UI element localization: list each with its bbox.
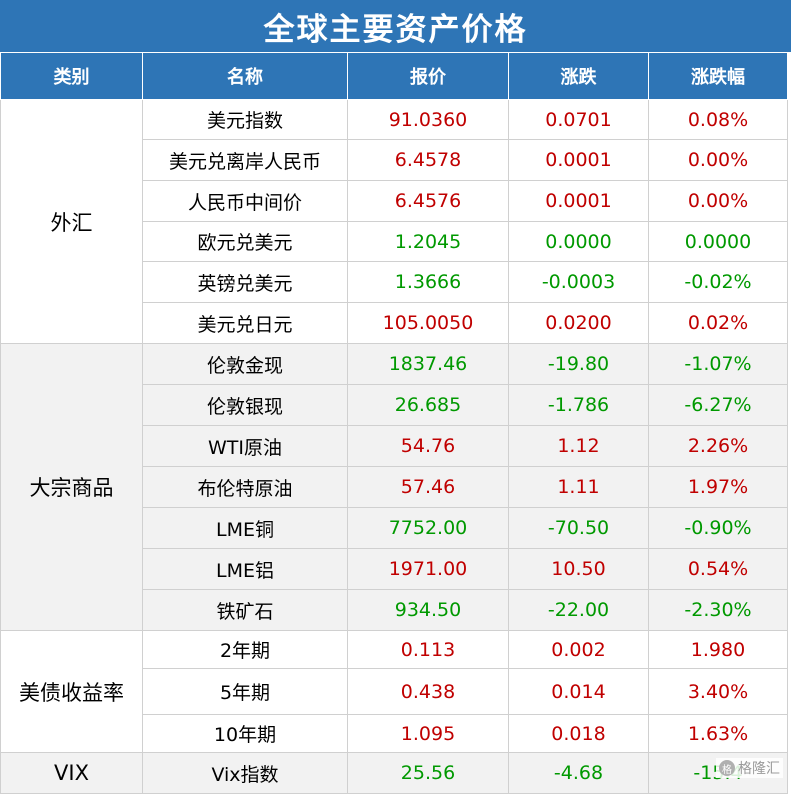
table-header-row: 类别 名称 报价 涨跌 涨跌幅 <box>1 53 788 100</box>
change-percent-cell: 1.980 <box>649 631 788 669</box>
price-cell: 934.50 <box>348 590 509 631</box>
change-cell: -70.50 <box>509 508 649 549</box>
price-cell: 26.685 <box>348 385 509 426</box>
name-cell: 伦敦银现 <box>143 385 348 426</box>
change-percent-cell: 2.26% <box>649 426 788 467</box>
category-cell: 外汇 <box>1 100 143 344</box>
price-cell: 1.3666 <box>348 262 509 303</box>
change-cell: -1.786 <box>509 385 649 426</box>
change-cell: 0.0001 <box>509 181 649 222</box>
price-cell: 7752.00 <box>348 508 509 549</box>
change-cell: 0.0001 <box>509 140 649 181</box>
change-percent-cell: 0.02% <box>649 303 788 344</box>
change-cell: 1.11 <box>509 467 649 508</box>
name-cell: 美元兑日元 <box>143 303 348 344</box>
name-cell: 美元指数 <box>143 100 348 140</box>
change-percent-cell: 0.0000 <box>649 222 788 262</box>
change-percent-cell: 3.40% <box>649 669 788 715</box>
watermark-logo-icon: 格 <box>719 760 735 776</box>
change-cell: -0.0003 <box>509 262 649 303</box>
name-cell: 铁矿石 <box>143 590 348 631</box>
change-cell: 10.50 <box>509 549 649 590</box>
name-cell: Vix指数 <box>143 753 348 794</box>
price-cell: 6.4576 <box>348 181 509 222</box>
category-cell: 大宗商品 <box>1 344 143 631</box>
price-cell: 1.2045 <box>348 222 509 262</box>
watermark-text: 格隆汇 <box>738 758 780 778</box>
category-cell: VIX <box>1 753 143 794</box>
header-category: 类别 <box>1 53 143 100</box>
name-cell: 2年期 <box>143 631 348 669</box>
name-cell: WTI原油 <box>143 426 348 467</box>
price-cell: 54.76 <box>348 426 509 467</box>
change-percent-cell: 0.00% <box>649 181 788 222</box>
change-percent-cell: -1.07% <box>649 344 788 385</box>
change-percent-cell: -0.02% <box>649 262 788 303</box>
change-percent-cell: 1.63% <box>649 715 788 753</box>
header-price: 报价 <box>348 53 509 100</box>
name-cell: 5年期 <box>143 669 348 715</box>
price-cell: 25.56 <box>348 753 509 794</box>
price-cell: 105.0050 <box>348 303 509 344</box>
name-cell: LME铝 <box>143 549 348 590</box>
name-cell: 布伦特原油 <box>143 467 348 508</box>
page-title: 全球主要资产价格 <box>0 0 791 52</box>
header-change: 涨跌 <box>509 53 649 100</box>
change-cell: -19.80 <box>509 344 649 385</box>
name-cell: 美元兑离岸人民币 <box>143 140 348 181</box>
change-percent-cell: 0.54% <box>649 549 788 590</box>
change-cell: 0.002 <box>509 631 649 669</box>
change-cell: 0.0200 <box>509 303 649 344</box>
name-cell: LME铜 <box>143 508 348 549</box>
change-percent-cell: 0.00% <box>649 140 788 181</box>
name-cell: 欧元兑美元 <box>143 222 348 262</box>
change-cell: -22.00 <box>509 590 649 631</box>
price-cell: 1.095 <box>348 715 509 753</box>
change-cell: 0.0000 <box>509 222 649 262</box>
category-cell: 美债收益率 <box>1 631 143 753</box>
price-cell: 91.0360 <box>348 100 509 140</box>
name-cell: 10年期 <box>143 715 348 753</box>
name-cell: 人民币中间价 <box>143 181 348 222</box>
name-cell: 伦敦金现 <box>143 344 348 385</box>
price-cell: 57.46 <box>348 467 509 508</box>
change-cell: -4.68 <box>509 753 649 794</box>
change-percent-cell: 1.97% <box>649 467 788 508</box>
change-cell: 0.018 <box>509 715 649 753</box>
price-cell: 0.113 <box>348 631 509 669</box>
change-cell: 0.014 <box>509 669 649 715</box>
price-cell: 6.4578 <box>348 140 509 181</box>
price-cell: 1837.46 <box>348 344 509 385</box>
header-change-percent: 涨跌幅 <box>649 53 788 100</box>
change-percent-cell: -2.30% <box>649 590 788 631</box>
change-cell: 0.0701 <box>509 100 649 140</box>
watermark: 格 格隆汇 <box>716 758 783 778</box>
header-name: 名称 <box>143 53 348 100</box>
change-percent-cell: -6.27% <box>649 385 788 426</box>
change-percent-cell: -0.90% <box>649 508 788 549</box>
change-percent-cell: 0.08% <box>649 100 788 140</box>
change-cell: 1.12 <box>509 426 649 467</box>
name-cell: 英镑兑美元 <box>143 262 348 303</box>
price-cell: 1971.00 <box>348 549 509 590</box>
price-cell: 0.438 <box>348 669 509 715</box>
